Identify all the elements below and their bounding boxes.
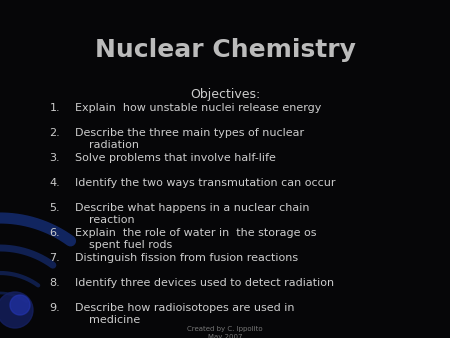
Text: Identify the two ways transmutation can occur: Identify the two ways transmutation can … bbox=[75, 178, 336, 188]
Text: 2.: 2. bbox=[49, 128, 60, 138]
Circle shape bbox=[10, 295, 30, 315]
Text: 9.: 9. bbox=[49, 303, 60, 313]
Text: Nuclear Chemistry: Nuclear Chemistry bbox=[94, 38, 356, 62]
Text: Created by C. Ippolito
May 2007: Created by C. Ippolito May 2007 bbox=[187, 326, 263, 338]
Text: 4.: 4. bbox=[49, 178, 60, 188]
Text: Explain  the role of water in  the storage os
    spent fuel rods: Explain the role of water in the storage… bbox=[75, 228, 316, 249]
Text: Describe what happens in a nuclear chain
    reaction: Describe what happens in a nuclear chain… bbox=[75, 203, 310, 224]
Text: Objectives:: Objectives: bbox=[190, 88, 260, 101]
Text: 5.: 5. bbox=[50, 203, 60, 213]
Text: 3.: 3. bbox=[50, 153, 60, 163]
Text: Identify three devices used to detect radiation: Identify three devices used to detect ra… bbox=[75, 278, 334, 288]
Text: 1.: 1. bbox=[50, 103, 60, 113]
Text: Explain  how unstable nuclei release energy: Explain how unstable nuclei release ener… bbox=[75, 103, 321, 113]
Text: Solve problems that involve half-life: Solve problems that involve half-life bbox=[75, 153, 276, 163]
Text: 7.: 7. bbox=[49, 253, 60, 263]
Text: 8.: 8. bbox=[49, 278, 60, 288]
Text: Describe the three main types of nuclear
    radiation: Describe the three main types of nuclear… bbox=[75, 128, 304, 150]
Text: Describe how radioisotopes are used in
    medicine: Describe how radioisotopes are used in m… bbox=[75, 303, 294, 324]
Text: 6.: 6. bbox=[50, 228, 60, 238]
Text: Distinguish fission from fusion reactions: Distinguish fission from fusion reaction… bbox=[75, 253, 298, 263]
Circle shape bbox=[0, 292, 33, 328]
